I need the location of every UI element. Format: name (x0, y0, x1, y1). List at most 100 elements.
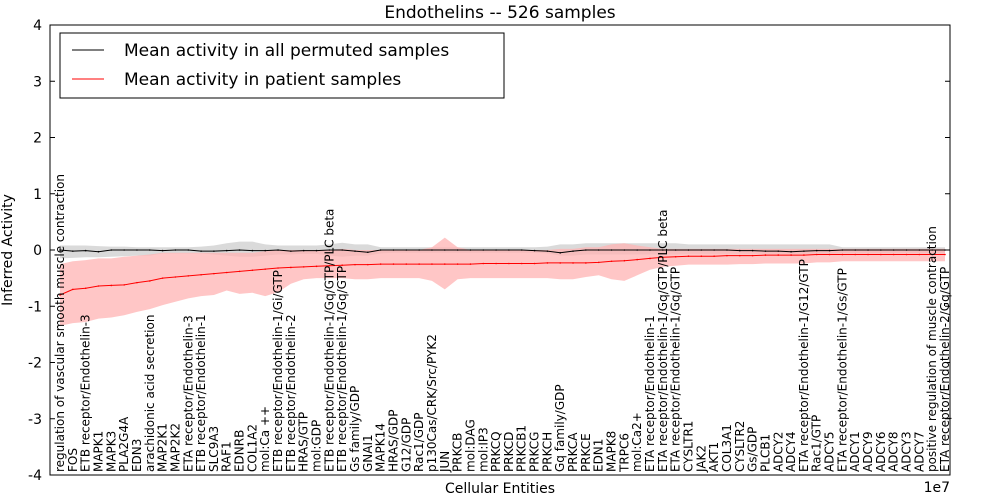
category-label: SLC9A3 (207, 426, 221, 472)
category-label: ADCY3 (900, 431, 914, 472)
permuted-point (738, 249, 741, 252)
patient-point (354, 263, 356, 266)
permuted-point (687, 249, 690, 251)
patient-point (892, 253, 895, 256)
permuted-point (751, 249, 754, 252)
patient-point (636, 258, 638, 261)
permuted-point (520, 249, 523, 251)
category-label: regulation of vascular smooth muscle con… (53, 174, 67, 472)
patient-point (905, 253, 908, 256)
permuted-point (251, 249, 254, 252)
permuted-point (418, 249, 420, 251)
patient-point (110, 284, 113, 287)
permuted-point (854, 249, 857, 251)
permuted-point (533, 249, 536, 252)
patient-point (290, 266, 292, 269)
category-label: PRKCB (451, 433, 465, 472)
category-label: G12/GDP (399, 418, 413, 472)
permuted-point (623, 249, 626, 251)
permuted-point (456, 249, 459, 251)
category-label: positive regulation of muscle contractio… (925, 226, 939, 472)
permuted-point (213, 250, 215, 252)
y-tick-label: 0 (33, 243, 42, 259)
category-label: CYSLTR1 (682, 421, 696, 472)
category-label: MAP2K2 (168, 423, 182, 472)
category-label: JUN (438, 451, 452, 473)
patient-point (880, 253, 882, 256)
permuted-point (572, 250, 574, 252)
category-label: PRKCB1 (515, 425, 529, 472)
category-label: ETA receptor/Endothelin-1/Gs/GTP (835, 268, 849, 472)
patient-point (713, 255, 715, 257)
permuted-point (443, 249, 446, 251)
category-label: PRKCE (579, 433, 593, 472)
category-label: ETB receptor/Endothelin-1/Gi/GTP (271, 270, 285, 472)
category-label: MAPK14 (374, 423, 388, 472)
category-label: HRAS/GTP (297, 412, 311, 472)
patient-point (662, 256, 664, 259)
category-label: JAK2 (694, 445, 708, 473)
category-label: p130Cas/CRK/Src/PYK2 (425, 334, 439, 472)
permuted-point (662, 249, 664, 251)
patient-point (546, 262, 549, 264)
category-label: ADCY5 (823, 431, 837, 472)
permuted-point (559, 252, 562, 254)
patient-point (84, 287, 87, 290)
category-label: Gq family/GDP (553, 384, 567, 472)
permuted-point (674, 249, 677, 251)
category-label: mol:GDP (310, 420, 324, 472)
legend: Mean activity in all permuted samples Me… (59, 32, 505, 99)
patient-point (533, 262, 536, 265)
patient-point (148, 280, 151, 282)
category-label: arachidonic acid secretion (143, 315, 157, 472)
category-label: mol:Ca2+ (630, 412, 644, 472)
patient-band (60, 237, 945, 326)
permuted-point (905, 249, 908, 251)
category-label: ADCY1 (848, 431, 862, 472)
patient-point (559, 262, 562, 264)
permuted-point (482, 249, 485, 251)
permuted-point (354, 250, 356, 252)
category-label: ADCY6 (874, 431, 888, 472)
category-label: ADCY4 (784, 431, 798, 472)
y-tick-label: 1 (33, 187, 42, 203)
permuted-point (764, 250, 767, 252)
permuted-point (161, 249, 164, 252)
patient-point (700, 255, 703, 257)
patient-point (790, 254, 792, 256)
patient-point (277, 267, 279, 269)
category-label: EDNRB (233, 430, 247, 472)
patient-point (726, 254, 728, 257)
permuted-point (277, 249, 279, 251)
permuted-point (72, 250, 74, 252)
patient-point (944, 253, 946, 256)
permuted-point (187, 249, 190, 251)
permuted-point (225, 249, 228, 252)
patient-point (803, 254, 805, 256)
permuted-point (123, 249, 125, 251)
permuted-point (880, 249, 882, 251)
category-label: HRAS/GDP (387, 409, 401, 472)
permuted-point (302, 249, 305, 252)
category-label: ETA receptor/Endothelin-2/Gq/GTP (938, 267, 952, 472)
permuted-point (341, 249, 343, 251)
category-label: ETB receptor/Endothelin-1/Gq/GTP/PLC bet… (322, 209, 336, 472)
category-label: ETA receptor/Endothelin-1/Gq/GTP (669, 267, 683, 472)
category-label: COL1A2 (245, 424, 259, 472)
permuted-point (790, 250, 792, 253)
permuted-point (367, 251, 369, 254)
patient-point (508, 262, 510, 265)
patient-point (315, 265, 318, 268)
patient-point (379, 263, 382, 265)
patient-point (238, 270, 241, 273)
permuted-point (841, 249, 844, 251)
permuted-point (508, 249, 510, 251)
patient-point (482, 262, 485, 265)
permuted-point (828, 249, 831, 252)
category-label: ETA receptor/Endothelin-3 (181, 315, 195, 472)
category-label: TRPC6 (617, 433, 631, 473)
category-label: Gs family/GDP (348, 386, 362, 472)
category-label: EDN3 (130, 439, 144, 472)
patient-point (687, 255, 690, 257)
legend-box (59, 32, 505, 99)
